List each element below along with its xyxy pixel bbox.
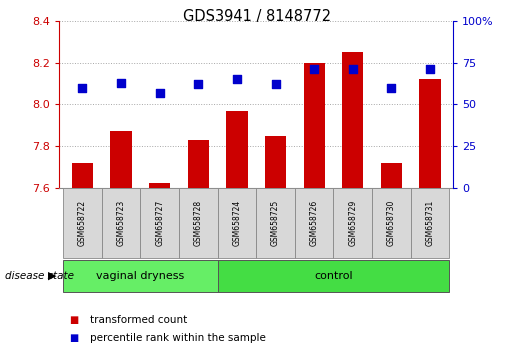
- Text: percentile rank within the sample: percentile rank within the sample: [90, 333, 266, 343]
- Bar: [295, 188, 334, 258]
- Text: GSM658724: GSM658724: [232, 200, 242, 246]
- Bar: [63, 188, 102, 258]
- Point: [233, 77, 241, 82]
- Text: vaginal dryness: vaginal dryness: [96, 271, 184, 281]
- Point: [156, 90, 164, 96]
- Bar: [381, 163, 402, 188]
- Bar: [256, 188, 295, 258]
- Text: GSM658730: GSM658730: [387, 200, 396, 246]
- Text: GSM658725: GSM658725: [271, 200, 280, 246]
- Bar: [410, 188, 449, 258]
- Bar: [419, 80, 441, 188]
- Point: [117, 80, 125, 86]
- Bar: [102, 188, 140, 258]
- Text: ■: ■: [70, 315, 79, 325]
- Bar: [63, 260, 217, 292]
- Bar: [179, 188, 217, 258]
- Point: [310, 67, 318, 72]
- Point: [78, 85, 87, 91]
- Bar: [217, 188, 256, 258]
- Point: [194, 82, 202, 87]
- Point: [387, 85, 396, 91]
- Bar: [334, 188, 372, 258]
- Text: GSM658723: GSM658723: [116, 200, 126, 246]
- Text: GDS3941 / 8148772: GDS3941 / 8148772: [183, 9, 332, 24]
- Text: GSM658722: GSM658722: [78, 200, 87, 246]
- Text: control: control: [314, 271, 353, 281]
- Point: [349, 67, 357, 72]
- Text: GSM658727: GSM658727: [155, 200, 164, 246]
- Bar: [217, 260, 449, 292]
- Bar: [72, 163, 93, 188]
- Point: [426, 67, 434, 72]
- Text: GSM658726: GSM658726: [310, 200, 319, 246]
- Text: disease state: disease state: [5, 271, 74, 281]
- Text: transformed count: transformed count: [90, 315, 187, 325]
- Bar: [110, 131, 132, 188]
- Text: GSM658728: GSM658728: [194, 200, 203, 246]
- Bar: [342, 52, 364, 188]
- Text: ■: ■: [70, 333, 79, 343]
- Bar: [149, 183, 170, 188]
- Text: GSM658731: GSM658731: [425, 200, 435, 246]
- Bar: [187, 140, 209, 188]
- Bar: [140, 188, 179, 258]
- Point: [271, 82, 280, 87]
- Text: GSM658729: GSM658729: [348, 200, 357, 246]
- Bar: [372, 188, 410, 258]
- Text: ▶: ▶: [48, 271, 57, 281]
- Bar: [226, 111, 248, 188]
- Bar: [303, 63, 325, 188]
- Bar: [265, 136, 286, 188]
